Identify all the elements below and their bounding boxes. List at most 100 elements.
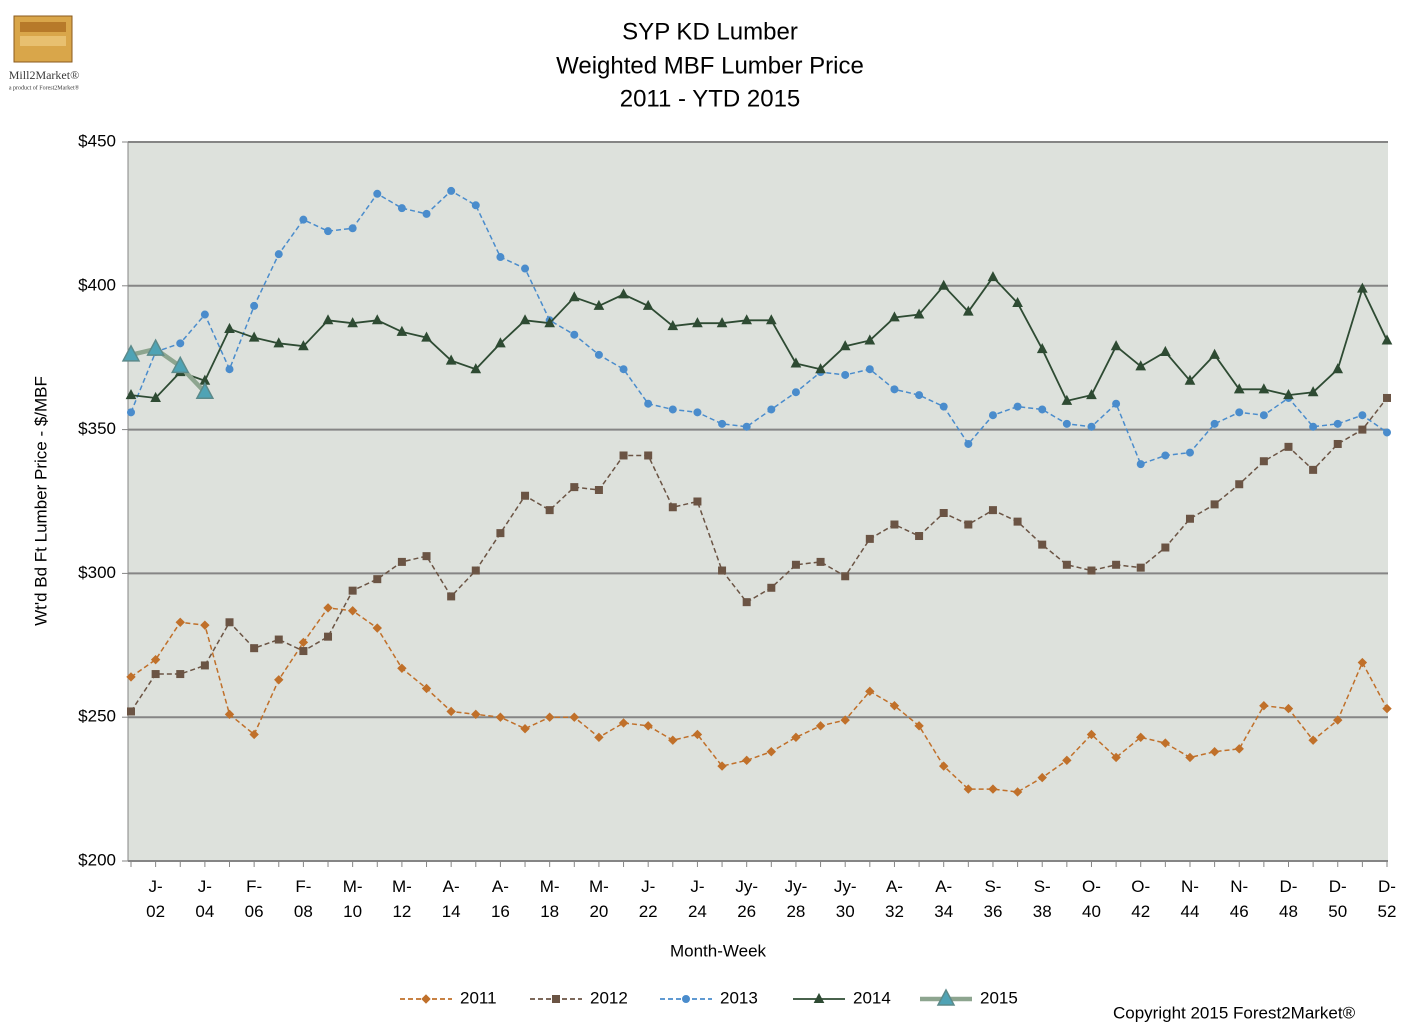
marker	[642, 299, 654, 310]
marker	[692, 729, 703, 740]
marker	[864, 334, 876, 345]
marker	[1259, 700, 1269, 711]
marker	[348, 224, 357, 233]
marker	[1309, 465, 1318, 474]
marker	[447, 186, 456, 195]
copyright: Copyright 2015 Forest2Market®	[1113, 1003, 1356, 1022]
legend-label: 2012	[590, 988, 628, 1007]
marker	[839, 340, 851, 351]
marker	[938, 761, 949, 771]
legend-entry: 2011	[400, 988, 497, 1007]
marker	[421, 331, 432, 342]
marker	[1062, 755, 1072, 766]
marker	[865, 534, 874, 543]
marker	[1012, 787, 1023, 797]
marker	[200, 620, 210, 630]
marker	[643, 721, 653, 731]
marker	[519, 314, 531, 325]
y-tick-label: $300	[78, 563, 116, 582]
marker	[496, 529, 505, 538]
marker	[682, 995, 690, 1003]
line	[130, 607, 1388, 793]
marker	[717, 761, 727, 771]
marker	[1283, 703, 1294, 714]
marker	[299, 647, 308, 656]
marker	[1184, 374, 1196, 385]
marker	[594, 350, 603, 359]
marker	[1235, 408, 1244, 417]
logo-icon	[20, 22, 66, 32]
series	[127, 186, 1391, 469]
marker	[988, 506, 997, 515]
legend-label: 2013	[720, 988, 758, 1007]
line	[130, 346, 207, 394]
marker	[741, 755, 752, 766]
marker	[1185, 448, 1194, 457]
marker	[176, 670, 185, 679]
legend-label: 2011	[460, 988, 497, 1007]
marker	[1185, 514, 1194, 523]
x-tick-label: O-40	[1082, 877, 1101, 921]
marker	[791, 560, 800, 569]
marker	[324, 632, 333, 641]
y-tick-label: $350	[78, 419, 116, 438]
marker	[568, 291, 580, 302]
marker	[914, 721, 924, 731]
marker	[644, 451, 653, 460]
marker	[865, 365, 874, 374]
x-tick-label: N-46	[1230, 877, 1249, 921]
marker	[841, 370, 850, 379]
x-tick-label: D-48	[1279, 877, 1298, 921]
marker	[693, 497, 702, 506]
marker	[816, 557, 825, 566]
marker	[176, 339, 185, 348]
marker	[889, 311, 900, 322]
marker	[963, 305, 974, 316]
marker	[668, 405, 677, 414]
marker	[1383, 393, 1391, 402]
marker	[471, 201, 480, 210]
marker	[767, 405, 776, 414]
marker	[248, 331, 260, 342]
marker	[1038, 405, 1047, 414]
marker	[742, 422, 751, 431]
marker	[1210, 419, 1219, 428]
marker	[1160, 738, 1171, 748]
y-tick-label: $200	[78, 850, 116, 869]
x-tick-label: M-18	[540, 877, 560, 921]
marker	[1161, 451, 1170, 460]
marker	[1086, 389, 1097, 400]
marker	[1357, 282, 1368, 293]
marker	[1136, 460, 1145, 469]
series	[126, 603, 1392, 797]
marker	[1259, 457, 1268, 466]
chart-title: SYP KD Lumber	[622, 18, 798, 45]
marker	[496, 253, 505, 262]
marker	[936, 988, 956, 1006]
marker	[298, 340, 309, 351]
plot-area	[128, 142, 1388, 861]
marker	[594, 732, 604, 743]
x-axis-label: Month-Week	[670, 941, 767, 960]
marker	[1383, 428, 1391, 437]
marker	[964, 520, 973, 529]
marker	[668, 503, 677, 512]
marker	[618, 288, 629, 299]
marker	[667, 319, 679, 331]
marker	[1333, 439, 1342, 448]
marker	[1258, 383, 1270, 394]
marker	[915, 391, 924, 400]
marker	[224, 709, 235, 720]
marker	[347, 317, 358, 328]
marker	[195, 381, 215, 399]
marker	[1381, 334, 1393, 345]
marker	[767, 583, 776, 592]
marker	[1087, 422, 1096, 431]
marker	[446, 706, 456, 717]
marker	[324, 227, 333, 236]
marker	[250, 301, 259, 310]
marker	[1112, 560, 1121, 569]
x-tick-label: N-44	[1181, 877, 1200, 921]
marker	[373, 189, 382, 198]
